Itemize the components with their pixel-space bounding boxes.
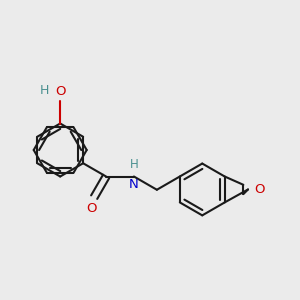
Text: O: O bbox=[254, 183, 265, 196]
Text: N: N bbox=[129, 178, 139, 191]
Text: H: H bbox=[40, 84, 49, 98]
Text: O: O bbox=[87, 202, 97, 215]
Text: O: O bbox=[55, 85, 65, 98]
Text: H: H bbox=[130, 158, 139, 171]
